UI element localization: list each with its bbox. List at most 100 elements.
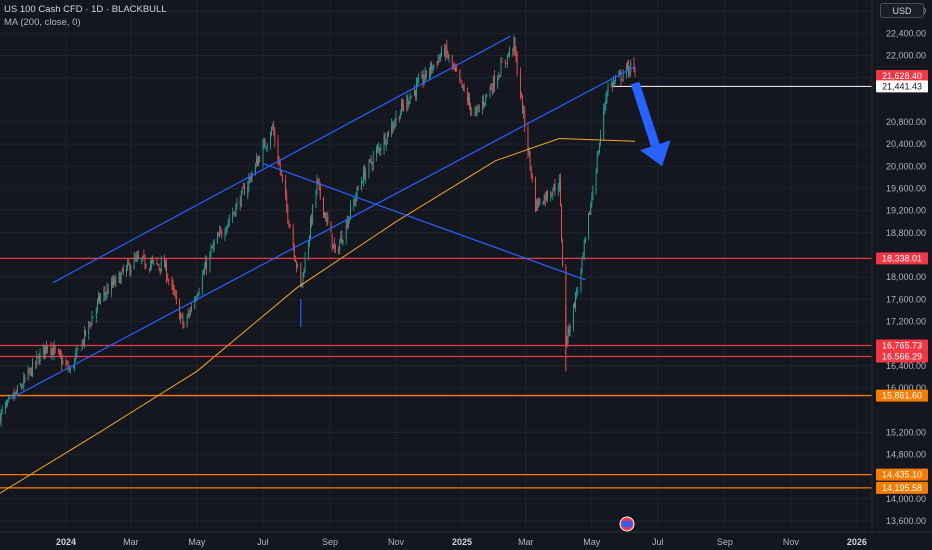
candle-body xyxy=(353,200,355,207)
events-flag-stripe xyxy=(622,521,632,527)
candle-body xyxy=(588,212,589,238)
candle-body xyxy=(619,72,621,74)
price-labels: 21,628.4002:43:1821,441.4318,338.0116,76… xyxy=(876,70,928,494)
candle-body xyxy=(431,63,433,71)
candle-body xyxy=(159,268,161,271)
candle-body xyxy=(201,274,203,291)
candle-body xyxy=(395,116,397,123)
candle-body xyxy=(250,176,252,181)
candle-body xyxy=(610,83,612,87)
candle-body xyxy=(558,178,560,189)
candle-body xyxy=(191,307,192,309)
candle-body xyxy=(430,63,432,74)
candle-body xyxy=(257,159,258,167)
candle-body xyxy=(566,341,568,343)
candle-body xyxy=(447,53,449,59)
candle-body xyxy=(107,288,109,294)
candle-body xyxy=(251,173,253,179)
events-flag-icon[interactable] xyxy=(619,516,635,532)
candle-body xyxy=(595,171,597,192)
candle-body xyxy=(85,330,86,336)
candle-body xyxy=(277,140,279,162)
candle-body xyxy=(35,361,37,364)
candle-body xyxy=(613,80,614,87)
candle-body xyxy=(372,156,374,166)
candle-body xyxy=(47,346,49,351)
candle-body xyxy=(432,65,434,71)
candle-body xyxy=(28,369,30,373)
time-tick-label: Jul xyxy=(257,537,269,547)
candle-body xyxy=(133,257,135,270)
candle-body xyxy=(446,44,448,54)
candle-body xyxy=(611,82,613,88)
price-label-text: 14,435.10 xyxy=(882,470,922,480)
candle-body xyxy=(114,279,116,285)
candle-body xyxy=(181,314,183,316)
candle-body xyxy=(383,136,385,150)
price-tick-label: 22,000.00 xyxy=(886,50,926,60)
candle-body xyxy=(179,299,181,320)
candle-body xyxy=(346,220,348,227)
time-axis[interactable]: 2024 Mar May Jul Sep Nov 2025 Mar May Jul Sep Nov 20… xyxy=(0,531,932,550)
candle-body xyxy=(423,79,425,83)
candle-body xyxy=(135,256,137,259)
candle-body xyxy=(530,166,532,177)
candle-body xyxy=(416,83,417,96)
candle-body xyxy=(1,409,3,411)
candle-body xyxy=(99,295,100,302)
candle-body xyxy=(388,131,389,136)
time-tick-label: Mar xyxy=(123,537,139,547)
price-label-text: 16,566.29 xyxy=(882,352,922,362)
candle-body xyxy=(165,262,166,269)
candle-body xyxy=(547,192,548,198)
candle-body xyxy=(228,219,230,222)
candle-body xyxy=(569,326,571,334)
candle-body xyxy=(393,125,395,129)
symbol-title[interactable]: US 100 Cash CFD · 1D · BLACKBULL xyxy=(4,4,167,15)
candle-body xyxy=(445,45,447,56)
candle-body xyxy=(224,232,226,236)
candle-body xyxy=(378,147,380,149)
candle-body xyxy=(59,351,60,353)
candle-body xyxy=(258,158,259,166)
candle-body xyxy=(592,190,594,199)
candle-body xyxy=(259,157,261,163)
candle-body xyxy=(266,144,268,148)
price-tick-label: 16,000.00 xyxy=(886,383,926,393)
candle-body xyxy=(385,142,387,145)
candle-body xyxy=(591,197,593,203)
candle-body xyxy=(7,399,8,404)
candle-body xyxy=(418,78,420,83)
price-label-box xyxy=(876,468,928,481)
study-legend[interactable]: MA (200, close, 0) xyxy=(4,17,81,28)
candle-body xyxy=(279,163,281,171)
candle-body xyxy=(118,273,120,278)
candle-body xyxy=(194,298,196,309)
candle-body xyxy=(247,185,249,196)
candle-body xyxy=(128,262,130,265)
candle-body xyxy=(88,321,90,335)
candle-body xyxy=(232,213,234,219)
candle-body xyxy=(326,217,328,221)
candle-body xyxy=(129,264,131,273)
price-tick-label: 20,400.00 xyxy=(886,139,926,149)
candle-body xyxy=(554,184,556,192)
candle-body xyxy=(380,148,382,152)
candle-body xyxy=(614,80,615,82)
candle-body xyxy=(264,141,266,148)
candle-body xyxy=(436,63,438,65)
time-tick-label: Nov xyxy=(783,537,800,547)
candle-body xyxy=(198,290,200,295)
candle-body xyxy=(76,349,78,355)
candle-body xyxy=(211,247,213,249)
candle-body xyxy=(568,327,570,333)
candle-body xyxy=(560,178,561,206)
candle-body xyxy=(312,205,314,223)
time-tick-label: May xyxy=(583,537,601,547)
candle-body xyxy=(369,159,371,161)
projection-arrow-shaft xyxy=(630,81,660,147)
candle-body xyxy=(598,144,600,153)
currency-button[interactable]: USD xyxy=(880,3,924,18)
candle-body xyxy=(573,303,574,327)
